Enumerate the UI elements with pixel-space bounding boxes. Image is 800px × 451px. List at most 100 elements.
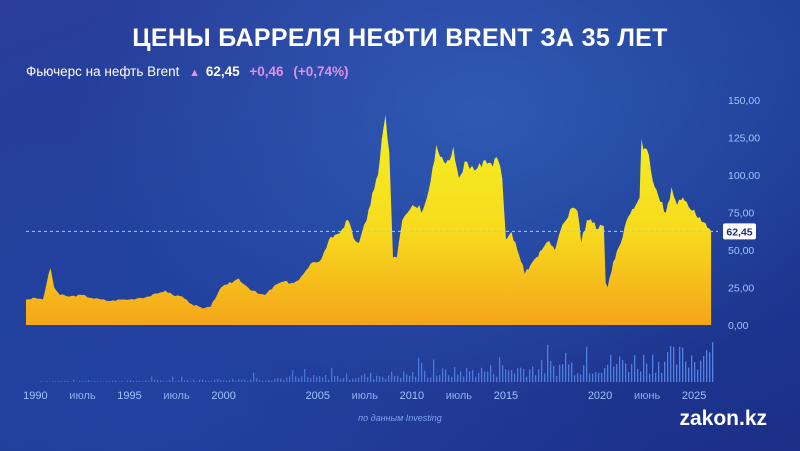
volume-bar bbox=[97, 381, 99, 382]
volume-bar bbox=[217, 378, 219, 382]
volume-bar bbox=[259, 379, 261, 382]
volume-bar bbox=[646, 363, 648, 382]
up-arrow-icon: ▲ bbox=[189, 67, 201, 79]
volume-bar bbox=[286, 377, 288, 382]
volume-bar bbox=[439, 375, 441, 382]
volume-bar bbox=[637, 369, 639, 382]
volume-bar bbox=[385, 378, 387, 382]
volume-bar bbox=[697, 369, 699, 382]
volume-bar bbox=[457, 374, 459, 382]
volume-bar bbox=[184, 380, 186, 382]
volume-bar bbox=[295, 376, 297, 382]
volume-bar bbox=[250, 379, 252, 382]
volume-bar bbox=[316, 376, 318, 382]
volume-bar bbox=[571, 362, 573, 382]
volume-bar bbox=[703, 356, 705, 382]
y-tick-label: 50,00 bbox=[728, 245, 754, 257]
price-area bbox=[26, 115, 712, 325]
volume-bar bbox=[376, 375, 378, 382]
volume-bar bbox=[499, 357, 501, 382]
volume-bar bbox=[247, 380, 249, 382]
volume-bar bbox=[163, 380, 165, 382]
volume-bar bbox=[355, 378, 357, 382]
volume-bar bbox=[373, 378, 375, 382]
volume-bar bbox=[442, 368, 444, 382]
volume-bar bbox=[106, 381, 108, 382]
volume-bar bbox=[52, 380, 54, 382]
volume-bar bbox=[682, 347, 684, 382]
volume-bar bbox=[538, 369, 540, 382]
volume-bar bbox=[238, 378, 240, 382]
volume-bar bbox=[397, 375, 399, 382]
volume-bar bbox=[244, 379, 246, 382]
volume-bar bbox=[670, 346, 672, 382]
volume-bar bbox=[541, 359, 543, 382]
volume-bar bbox=[304, 369, 306, 382]
current-price-line: 62,45 bbox=[26, 223, 756, 240]
volume-bar bbox=[430, 377, 432, 382]
volume-bar bbox=[448, 375, 450, 382]
volume-bar bbox=[589, 373, 591, 382]
volume-bar bbox=[118, 381, 120, 382]
volume-bar bbox=[607, 364, 609, 382]
volume-bar bbox=[367, 377, 369, 382]
volume-bar bbox=[136, 380, 138, 382]
volume-bar bbox=[268, 380, 270, 382]
volume-bar bbox=[166, 381, 168, 382]
volume-bar bbox=[547, 344, 549, 382]
volume-bar bbox=[586, 346, 588, 382]
volume-bar bbox=[361, 375, 363, 382]
x-tick-label: 2010 bbox=[400, 390, 424, 402]
volume-bar bbox=[139, 380, 141, 382]
volume-bar bbox=[391, 371, 393, 382]
volume-bar bbox=[133, 380, 135, 382]
volume-bar bbox=[226, 380, 228, 382]
x-tick-label: 2020 bbox=[588, 390, 612, 402]
x-tick-label: 2000 bbox=[211, 390, 235, 402]
volume-bar bbox=[73, 379, 75, 382]
volume-bar bbox=[556, 375, 558, 382]
volume-bar bbox=[175, 381, 177, 382]
volume-bar bbox=[313, 375, 315, 382]
volume-bar bbox=[343, 377, 345, 382]
zakon-logo[interactable]: zakon.kz bbox=[679, 407, 767, 430]
volume-bar bbox=[559, 364, 561, 382]
volume-bar bbox=[592, 373, 594, 382]
volume-bar bbox=[283, 380, 285, 382]
volume-bar bbox=[712, 342, 714, 382]
volume-bar bbox=[505, 369, 507, 382]
volume-bar bbox=[394, 375, 396, 382]
volume-bar bbox=[40, 381, 42, 382]
y-tick-label: 100,00 bbox=[728, 170, 760, 182]
volume-bar bbox=[415, 376, 417, 382]
y-tick-label: 25,00 bbox=[728, 283, 754, 295]
volume-bar bbox=[493, 374, 495, 382]
volume-bar bbox=[169, 380, 171, 382]
volume-bar bbox=[61, 381, 63, 382]
volume-bar bbox=[280, 378, 282, 382]
volume-bar bbox=[517, 368, 519, 382]
volume-bar bbox=[604, 368, 606, 382]
volume-bar bbox=[88, 379, 90, 382]
volume-bar bbox=[55, 381, 57, 382]
volume-bar bbox=[148, 381, 150, 382]
volume-bar bbox=[331, 367, 333, 382]
volume-bar bbox=[328, 379, 330, 382]
volume-bar bbox=[370, 372, 372, 382]
y-tick-label: 0,00 bbox=[728, 320, 749, 332]
price-change-percent: (+0,74%) bbox=[293, 64, 349, 79]
volume-bar bbox=[265, 380, 267, 382]
x-tick-label: 1990 bbox=[23, 390, 47, 402]
data-source: по данным Investing bbox=[358, 413, 442, 423]
volume-bar bbox=[520, 367, 522, 382]
x-tick-label: 2025 bbox=[682, 390, 706, 402]
volume-bar bbox=[421, 362, 423, 382]
x-tick-label: июнь bbox=[634, 390, 660, 402]
volume-bar bbox=[481, 367, 483, 382]
x-tick-label: июль bbox=[446, 390, 473, 402]
volume-bar bbox=[463, 376, 465, 382]
volume-bar bbox=[526, 376, 528, 382]
volume-bar bbox=[160, 380, 162, 382]
volume-bar bbox=[508, 370, 510, 382]
x-axis: 1990 июль 1995 июль 2000 2005 июль 2010 июль 2015… bbox=[23, 390, 706, 402]
